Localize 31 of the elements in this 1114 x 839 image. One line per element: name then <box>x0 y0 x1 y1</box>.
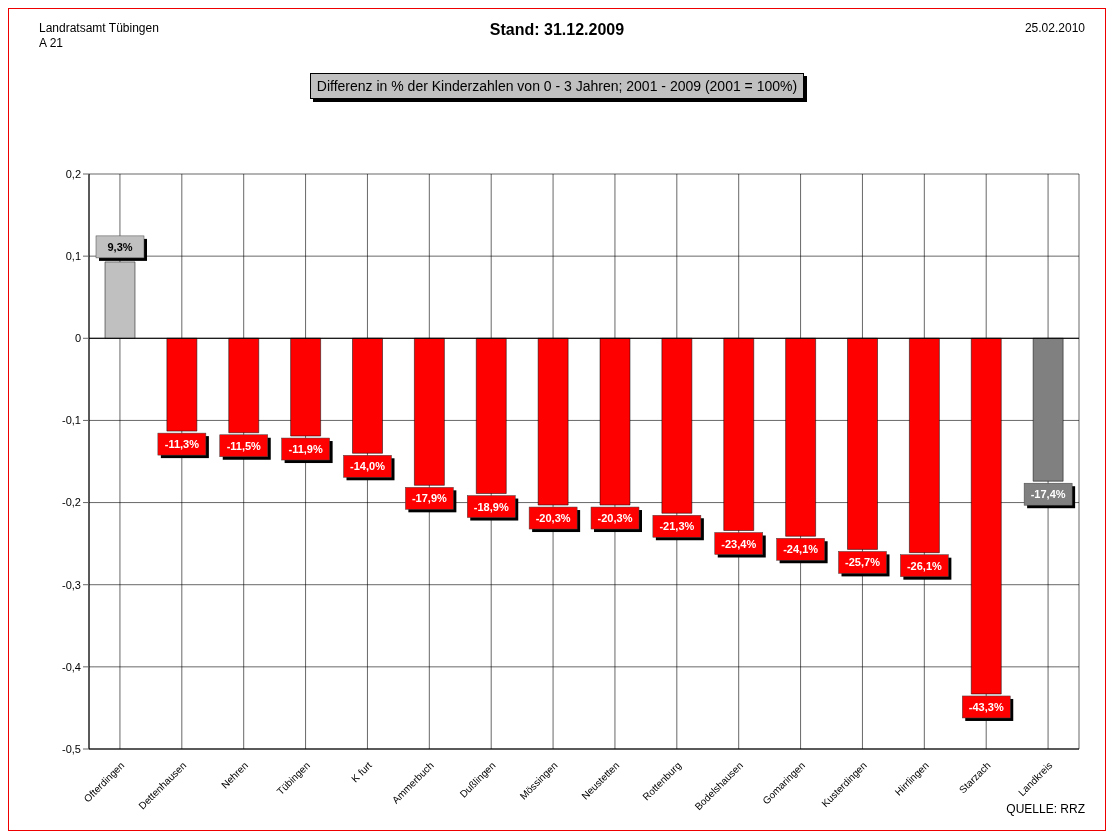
y-tick-label: 0 <box>74 332 81 345</box>
data-label: -24,1% <box>783 543 819 556</box>
y-tick-label: -0,5 <box>62 742 81 755</box>
data-label: -18,9% <box>473 500 509 513</box>
data-label: -14,0% <box>350 460 386 473</box>
y-tick-label: 0,1 <box>65 250 81 263</box>
data-label: -11,9% <box>288 443 323 456</box>
data-label: -26,1% <box>906 559 943 572</box>
data-label: -21,3% <box>659 520 695 533</box>
data-label: 9,3% <box>107 240 133 253</box>
y-tick-label: 0,2 <box>65 167 81 180</box>
data-label: -43,3% <box>968 700 1004 713</box>
data-label: -17,9% <box>411 492 448 505</box>
y-tick-label: -0,2 <box>62 496 81 509</box>
data-label: -17,4% <box>1030 488 1066 501</box>
text: 25.02.2010 <box>1024 21 1085 35</box>
text: Landratsamt Tübingen <box>39 21 159 36</box>
y-tick-label: -0,3 <box>62 578 81 591</box>
data-label: -11,5% <box>226 439 262 452</box>
data-label: -23,4% <box>721 537 757 550</box>
data-label: -25,7% <box>845 556 881 569</box>
data-label: -20,3% <box>535 512 571 525</box>
chart-subtitle: Differenz in % der Kinderzahlen von 0 - 3 Jahren; 2001 - 2009 (2001 = 100%) <box>309 73 805 99</box>
y-tick-label: -0,4 <box>62 660 81 673</box>
data-label: -11,3% <box>164 438 200 451</box>
text: A 21 <box>39 36 65 51</box>
chart-title: Stand: 31.12.2009 <box>489 21 625 38</box>
source-note: QUELLE: RRZ <box>1006 802 1085 816</box>
y-tick-label: -0,1 <box>62 414 81 427</box>
data-label: -20,3% <box>597 512 633 525</box>
x-tick-label: K furt <box>349 759 375 785</box>
